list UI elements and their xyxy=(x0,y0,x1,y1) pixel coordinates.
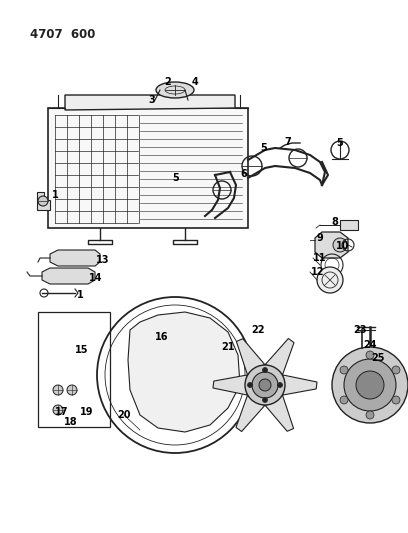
Polygon shape xyxy=(213,375,247,395)
Polygon shape xyxy=(236,395,265,432)
Polygon shape xyxy=(283,375,317,395)
Polygon shape xyxy=(265,338,294,374)
Text: 19: 19 xyxy=(80,407,94,417)
Circle shape xyxy=(317,267,343,293)
Text: 9: 9 xyxy=(317,233,324,243)
Circle shape xyxy=(245,365,285,405)
Polygon shape xyxy=(315,232,348,258)
Text: 8: 8 xyxy=(332,217,339,227)
Text: 16: 16 xyxy=(155,332,169,342)
Circle shape xyxy=(366,411,374,419)
Circle shape xyxy=(340,366,348,374)
Text: 5: 5 xyxy=(173,173,180,183)
Circle shape xyxy=(277,383,282,387)
Text: 1: 1 xyxy=(77,290,83,300)
Circle shape xyxy=(67,385,77,395)
Polygon shape xyxy=(48,108,248,228)
Polygon shape xyxy=(128,312,240,432)
Circle shape xyxy=(356,371,384,399)
Circle shape xyxy=(259,379,271,391)
Circle shape xyxy=(332,347,408,423)
Text: 4: 4 xyxy=(192,77,198,87)
Text: 4707  600: 4707 600 xyxy=(30,28,95,42)
Circle shape xyxy=(344,359,396,411)
Polygon shape xyxy=(37,192,50,210)
Polygon shape xyxy=(65,95,235,110)
Text: 3: 3 xyxy=(149,95,155,105)
Text: 2: 2 xyxy=(164,77,171,87)
Text: 13: 13 xyxy=(96,255,110,265)
Circle shape xyxy=(392,366,400,374)
Text: 5: 5 xyxy=(261,143,267,153)
Text: 6: 6 xyxy=(241,169,247,179)
Circle shape xyxy=(366,351,374,359)
Circle shape xyxy=(248,383,253,387)
Polygon shape xyxy=(265,395,294,431)
Text: 15: 15 xyxy=(75,345,89,355)
Text: 24: 24 xyxy=(363,340,377,350)
Circle shape xyxy=(333,238,347,252)
Ellipse shape xyxy=(156,82,194,98)
Text: 11: 11 xyxy=(313,253,327,263)
Circle shape xyxy=(262,367,268,373)
Bar xyxy=(38,312,110,427)
Text: 7: 7 xyxy=(285,137,291,147)
Text: 18: 18 xyxy=(64,417,78,427)
Polygon shape xyxy=(42,268,95,284)
Text: 10: 10 xyxy=(336,241,350,251)
Text: 1: 1 xyxy=(52,190,58,200)
Text: 5: 5 xyxy=(337,138,344,148)
Circle shape xyxy=(392,396,400,404)
Text: 23: 23 xyxy=(353,325,367,335)
Circle shape xyxy=(252,372,278,398)
Polygon shape xyxy=(236,338,265,374)
Circle shape xyxy=(38,196,48,206)
Text: 14: 14 xyxy=(89,273,103,283)
Text: 25: 25 xyxy=(371,353,385,363)
Circle shape xyxy=(262,398,268,402)
Circle shape xyxy=(53,385,63,395)
Text: 20: 20 xyxy=(117,410,131,420)
Text: 12: 12 xyxy=(311,267,325,277)
Text: 22: 22 xyxy=(251,325,265,335)
Circle shape xyxy=(340,396,348,404)
Bar xyxy=(340,220,358,230)
Polygon shape xyxy=(50,250,100,266)
Circle shape xyxy=(53,405,63,415)
Text: 17: 17 xyxy=(55,407,69,417)
Text: 21: 21 xyxy=(221,342,235,352)
